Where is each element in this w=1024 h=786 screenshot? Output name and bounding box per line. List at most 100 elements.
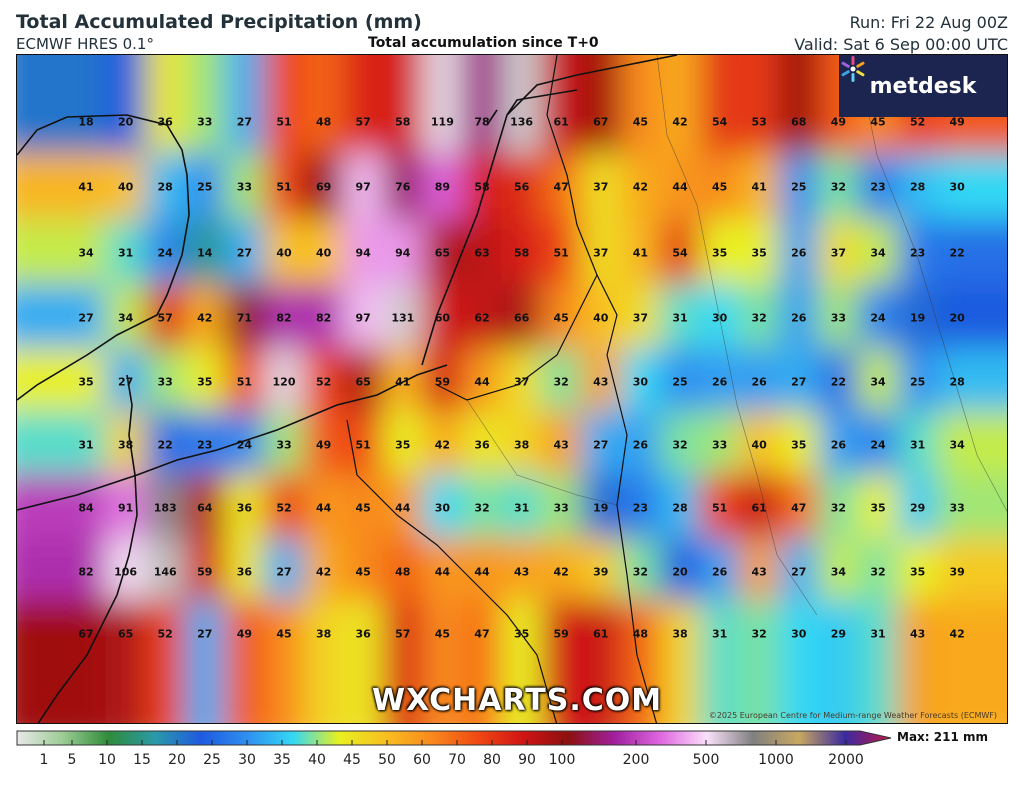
grid-value: 43 — [751, 565, 767, 579]
grid-value: 36 — [236, 565, 253, 579]
field-cell — [858, 411, 898, 479]
regional-borders — [466, 55, 1007, 616]
chart-subtitle: Total accumulation since T+0 — [368, 35, 599, 51]
grid-value: 45 — [632, 115, 649, 129]
field-cell — [343, 55, 383, 156]
grid-value: 47 — [474, 627, 490, 641]
grid-value: 48 — [395, 565, 411, 579]
field-cell — [17, 538, 106, 606]
grid-value: 45 — [355, 565, 371, 579]
grid-value: 82 — [276, 311, 292, 325]
grid-value: 43 — [593, 375, 609, 389]
field-cell — [105, 474, 146, 542]
grid-value: 58 — [513, 246, 530, 260]
grid-value: 23 — [632, 501, 649, 515]
field-cell — [897, 474, 938, 542]
grid-value: 25 — [672, 375, 688, 389]
grid-value: 44 — [315, 501, 332, 515]
field-cell — [581, 600, 621, 723]
grid-value: 42 — [949, 627, 965, 641]
grid-value: 32 — [830, 501, 847, 515]
field-cell — [937, 153, 1007, 221]
grid-value: 38 — [513, 438, 530, 452]
field-cell — [105, 55, 146, 156]
field-cell — [462, 55, 502, 156]
grid-value: 30 — [632, 375, 649, 389]
grid-value: 136 — [510, 115, 534, 129]
grid-value: 54 — [672, 246, 688, 260]
max-label: Max: 211 mm — [897, 730, 988, 744]
field-cell — [699, 474, 740, 542]
field-cell — [303, 153, 344, 221]
field-cell — [937, 600, 1007, 723]
grid-value: 97 — [355, 180, 371, 194]
grid-value: 34 — [830, 565, 847, 579]
grid-value: 27 — [276, 565, 292, 579]
grid-value: 38 — [315, 627, 332, 641]
grid-value: 84 — [78, 501, 94, 515]
grid-value: 49 — [830, 115, 847, 129]
grid-value: 27 — [236, 246, 253, 260]
grid-value: 82 — [78, 565, 94, 579]
grid-value: 35 — [870, 501, 886, 515]
field-cell — [779, 219, 819, 287]
grid-value: 36 — [236, 501, 253, 515]
field-cell — [699, 55, 740, 156]
field-cell — [185, 153, 225, 221]
field-cell — [383, 411, 423, 479]
field-cell — [185, 411, 225, 479]
grid-value: 67 — [593, 115, 609, 129]
field-cell — [145, 600, 185, 723]
field-cell — [818, 474, 859, 542]
field-cell — [303, 284, 344, 352]
grid-value: 42 — [315, 565, 332, 579]
grid-value: 41 — [395, 375, 411, 389]
field-cell — [224, 219, 265, 287]
grid-value: 33 — [197, 115, 213, 129]
field-cell — [937, 474, 1007, 542]
field-cell — [501, 153, 542, 221]
field-cell — [858, 153, 898, 221]
colorbar-tick-label: 60 — [413, 752, 431, 768]
grid-value: 119 — [430, 115, 454, 129]
field-cell — [501, 219, 542, 287]
grid-value: 52 — [315, 375, 332, 389]
grid-value: 30 — [434, 501, 451, 515]
colorbar-tick-label: 90 — [518, 752, 536, 768]
field-cell — [501, 474, 542, 542]
grid-value: 106 — [114, 565, 138, 579]
colorbar-tick-label: 70 — [448, 752, 466, 768]
grid-value: 44 — [434, 565, 451, 579]
colorbar-tick-label: 80 — [483, 752, 501, 768]
grid-value: 60 — [434, 311, 451, 325]
grid-value: 44 — [474, 565, 490, 579]
grid-value: 42 — [672, 115, 688, 129]
field-cell — [620, 411, 661, 479]
field-cell — [699, 411, 740, 479]
grid-value: 26 — [711, 375, 728, 389]
grid-value: 30 — [791, 627, 807, 641]
grid-value: 36 — [355, 627, 371, 641]
field-cell — [145, 153, 185, 221]
field-cell — [937, 538, 1007, 606]
grid-value: 39 — [593, 565, 609, 579]
field-cell — [343, 600, 383, 723]
field-cell — [422, 153, 463, 221]
grid-value: 23 — [197, 438, 213, 452]
grid-value: 51 — [711, 501, 728, 515]
field-cell — [897, 153, 938, 221]
grid-value: 26 — [711, 565, 728, 579]
field-cell — [303, 219, 344, 287]
grid-value: 19 — [593, 501, 609, 515]
colorbar-tick-label: 45 — [343, 752, 361, 768]
grid-value: 91 — [117, 501, 134, 515]
chart-title: Total Accumulated Precipitation (mm) — [16, 11, 422, 33]
field-cell — [422, 411, 463, 479]
field-cell — [541, 219, 581, 287]
grid-value: 32 — [751, 311, 767, 325]
grid-value: 23 — [870, 180, 886, 194]
grid-value: 24 — [157, 246, 173, 260]
grid-value: 18 — [78, 115, 94, 129]
grid-value: 62 — [474, 311, 490, 325]
field-cell — [779, 600, 819, 723]
